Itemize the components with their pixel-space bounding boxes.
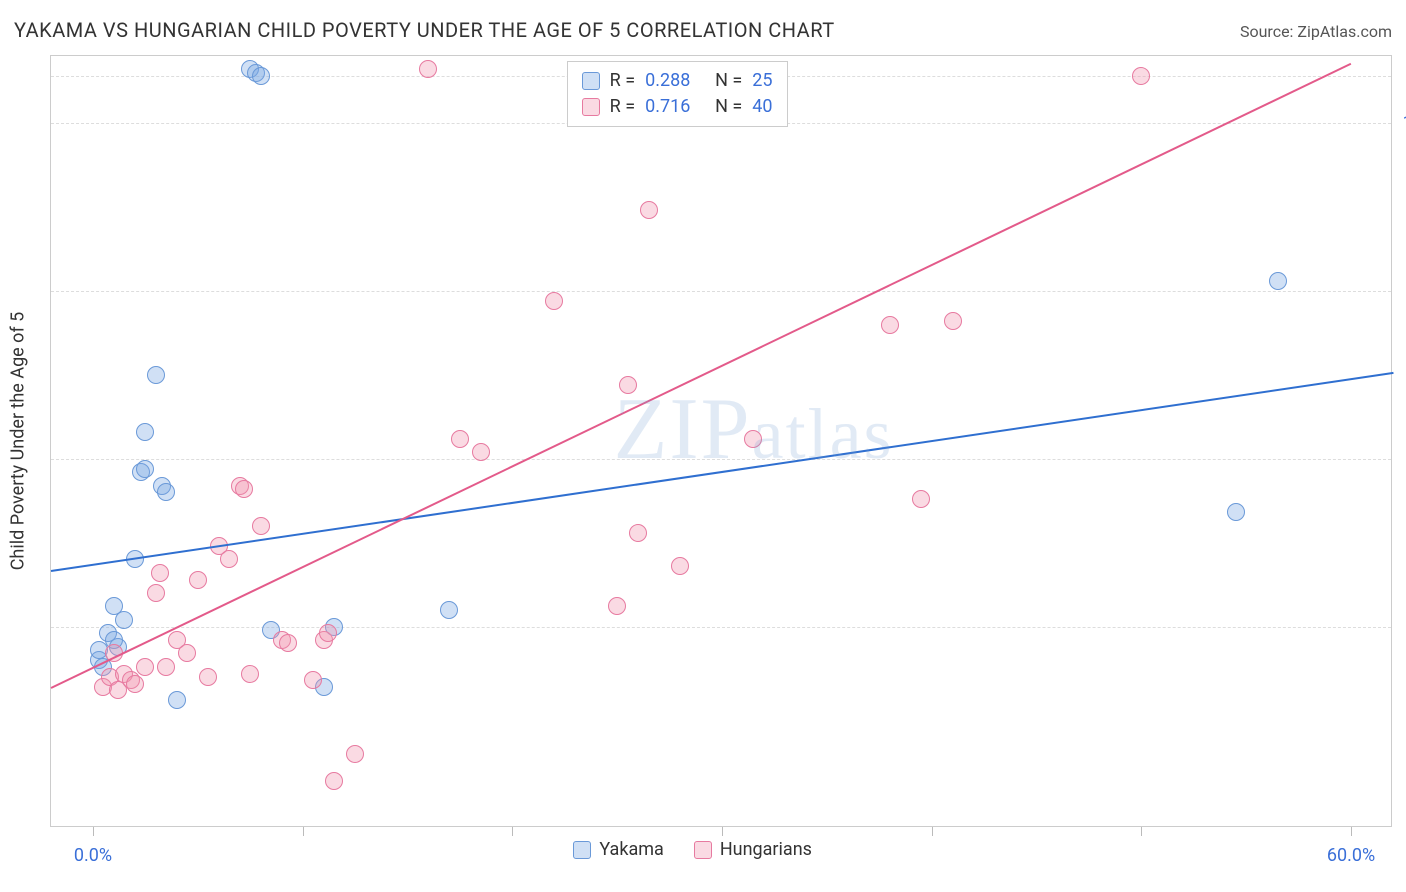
data-point: [451, 430, 469, 448]
x-tick: [303, 827, 304, 836]
data-point: [279, 634, 297, 652]
data-point: [220, 550, 238, 568]
legend-label: Hungarians: [720, 839, 812, 860]
x-tick: [512, 827, 513, 836]
legend-r-label: R =: [610, 94, 635, 120]
y-axis-label: 100.0%: [1403, 113, 1406, 134]
legend-correlation: R = 0.288 N = 25 R = 0.716 N = 40: [567, 61, 788, 127]
data-point: [545, 292, 563, 310]
data-point: [115, 611, 133, 629]
data-point: [472, 443, 490, 461]
data-point: [640, 201, 658, 219]
data-point: [136, 658, 154, 676]
data-point: [881, 316, 899, 334]
data-point: [157, 483, 175, 501]
legend-series: Yakama Hungarians: [573, 839, 812, 860]
x-tick: [932, 827, 933, 836]
legend-n-value: 40: [752, 94, 772, 120]
legend-n-label: N =: [715, 94, 742, 120]
y-axis-title: Child Poverty Under the Age of 5: [8, 312, 29, 571]
legend-swatch: [573, 841, 591, 859]
legend-row: R = 0.288 N = 25: [582, 68, 773, 94]
data-point: [325, 772, 343, 790]
data-point: [252, 517, 270, 535]
data-point: [252, 67, 270, 85]
legend-swatch: [582, 72, 600, 90]
data-point: [346, 745, 364, 763]
data-point: [629, 524, 647, 542]
plot-area: 0.0%60.0%25.0%50.0%75.0%100.0%: [50, 55, 1392, 827]
data-point: [189, 571, 207, 589]
data-point: [151, 564, 169, 582]
data-point: [440, 601, 458, 619]
data-point: [147, 366, 165, 384]
data-point: [157, 658, 175, 676]
legend-swatch: [694, 841, 712, 859]
x-axis-label: 0.0%: [74, 845, 112, 866]
x-tick: [722, 827, 723, 836]
data-point: [136, 423, 154, 441]
legend-r-label: R =: [610, 68, 635, 94]
gridline: [51, 627, 1391, 628]
legend-n-value: 25: [752, 68, 772, 94]
data-point: [1227, 503, 1245, 521]
x-tick: [93, 827, 94, 836]
x-axis-label: 60.0%: [1327, 845, 1375, 866]
data-point: [319, 624, 337, 642]
gridline: [51, 459, 1391, 460]
chart-container: YAKAMA VS HUNGARIAN CHILD POVERTY UNDER …: [0, 0, 1406, 892]
trend-line: [51, 63, 1352, 689]
chart-title: YAKAMA VS HUNGARIAN CHILD POVERTY UNDER …: [14, 18, 835, 42]
data-point: [199, 668, 217, 686]
legend-item: Yakama: [573, 839, 663, 860]
legend-item: Hungarians: [694, 839, 812, 860]
data-point: [608, 597, 626, 615]
legend-r-value: 0.716: [645, 94, 705, 120]
data-point: [168, 691, 186, 709]
data-point: [744, 430, 762, 448]
data-point: [126, 675, 144, 693]
data-point: [1132, 67, 1150, 85]
data-point: [178, 644, 196, 662]
data-point: [136, 460, 154, 478]
legend-n-label: N =: [715, 68, 742, 94]
gridline: [51, 291, 1391, 292]
x-tick: [1141, 827, 1142, 836]
data-point: [1269, 272, 1287, 290]
data-point: [304, 671, 322, 689]
data-point: [912, 490, 930, 508]
legend-r-value: 0.288: [645, 68, 705, 94]
legend-swatch: [582, 98, 600, 116]
data-point: [241, 665, 259, 683]
chart-source: Source: ZipAtlas.com: [1240, 22, 1392, 41]
title-bar: YAKAMA VS HUNGARIAN CHILD POVERTY UNDER …: [14, 18, 1392, 42]
x-tick: [1351, 827, 1352, 836]
data-point: [419, 60, 437, 78]
data-point: [944, 312, 962, 330]
legend-row: R = 0.716 N = 40: [582, 94, 773, 120]
data-point: [147, 584, 165, 602]
data-point: [235, 480, 253, 498]
data-point: [619, 376, 637, 394]
legend-label: Yakama: [599, 839, 663, 860]
trend-line: [51, 372, 1393, 572]
data-point: [671, 557, 689, 575]
